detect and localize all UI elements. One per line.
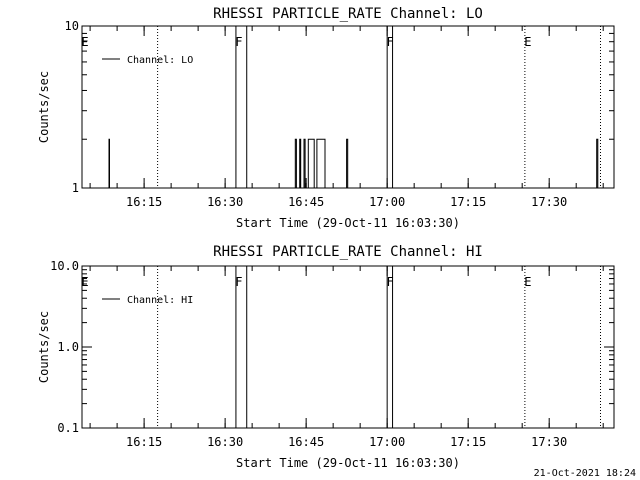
x-tick-label: 17:15 <box>450 195 486 209</box>
y-tick-label: 10.0 <box>50 259 79 273</box>
x-tick-label: 17:15 <box>450 435 486 449</box>
marker-label: E <box>524 35 531 49</box>
y-tick-label: 1 <box>72 181 79 195</box>
x-tick-label: 16:30 <box>207 435 243 449</box>
series-line-0 <box>108 138 599 189</box>
plot-frame <box>81 265 615 429</box>
legend-label: Channel: HI <box>127 295 193 306</box>
y-tick-label: 10 <box>65 19 79 33</box>
marker-label: F <box>387 35 394 49</box>
x-axis-label: Start Time (29-Oct-11 16:03:30) <box>236 216 460 230</box>
legend-label: Channel: LO <box>127 55 193 66</box>
x-tick-label: 17:30 <box>531 195 567 209</box>
x-tick-label: 16:15 <box>126 195 162 209</box>
y-tick-label: 0.1 <box>57 421 79 435</box>
x-tick-label: 16:15 <box>126 435 162 449</box>
x-axis-label: Start Time (29-Oct-11 16:03:30) <box>236 456 460 470</box>
x-tick-label: 17:00 <box>369 195 405 209</box>
x-tick-label: 16:45 <box>288 195 324 209</box>
x-tick-label: 16:45 <box>288 435 324 449</box>
marker-label: F <box>235 35 242 49</box>
plot-timestamp: 21-Oct-2021 18:24 <box>534 468 636 479</box>
marker-label: E <box>81 275 88 289</box>
x-tick-label: 17:00 <box>369 435 405 449</box>
marker-label: F <box>387 275 394 289</box>
chart-title: RHESSI PARTICLE_RATE Channel: LO <box>213 6 483 22</box>
y-tick-label: 1.0 <box>57 340 79 354</box>
x-tick-label: 17:30 <box>531 435 567 449</box>
y-axis-label: Counts/sec <box>37 71 51 143</box>
marker-label: E <box>81 35 88 49</box>
x-tick-label: 16:30 <box>207 195 243 209</box>
y-axis-label: Counts/sec <box>37 311 51 383</box>
marker-label: F <box>235 275 242 289</box>
chart-title: RHESSI PARTICLE_RATE Channel: HI <box>213 244 483 260</box>
marker-label: E <box>524 275 531 289</box>
